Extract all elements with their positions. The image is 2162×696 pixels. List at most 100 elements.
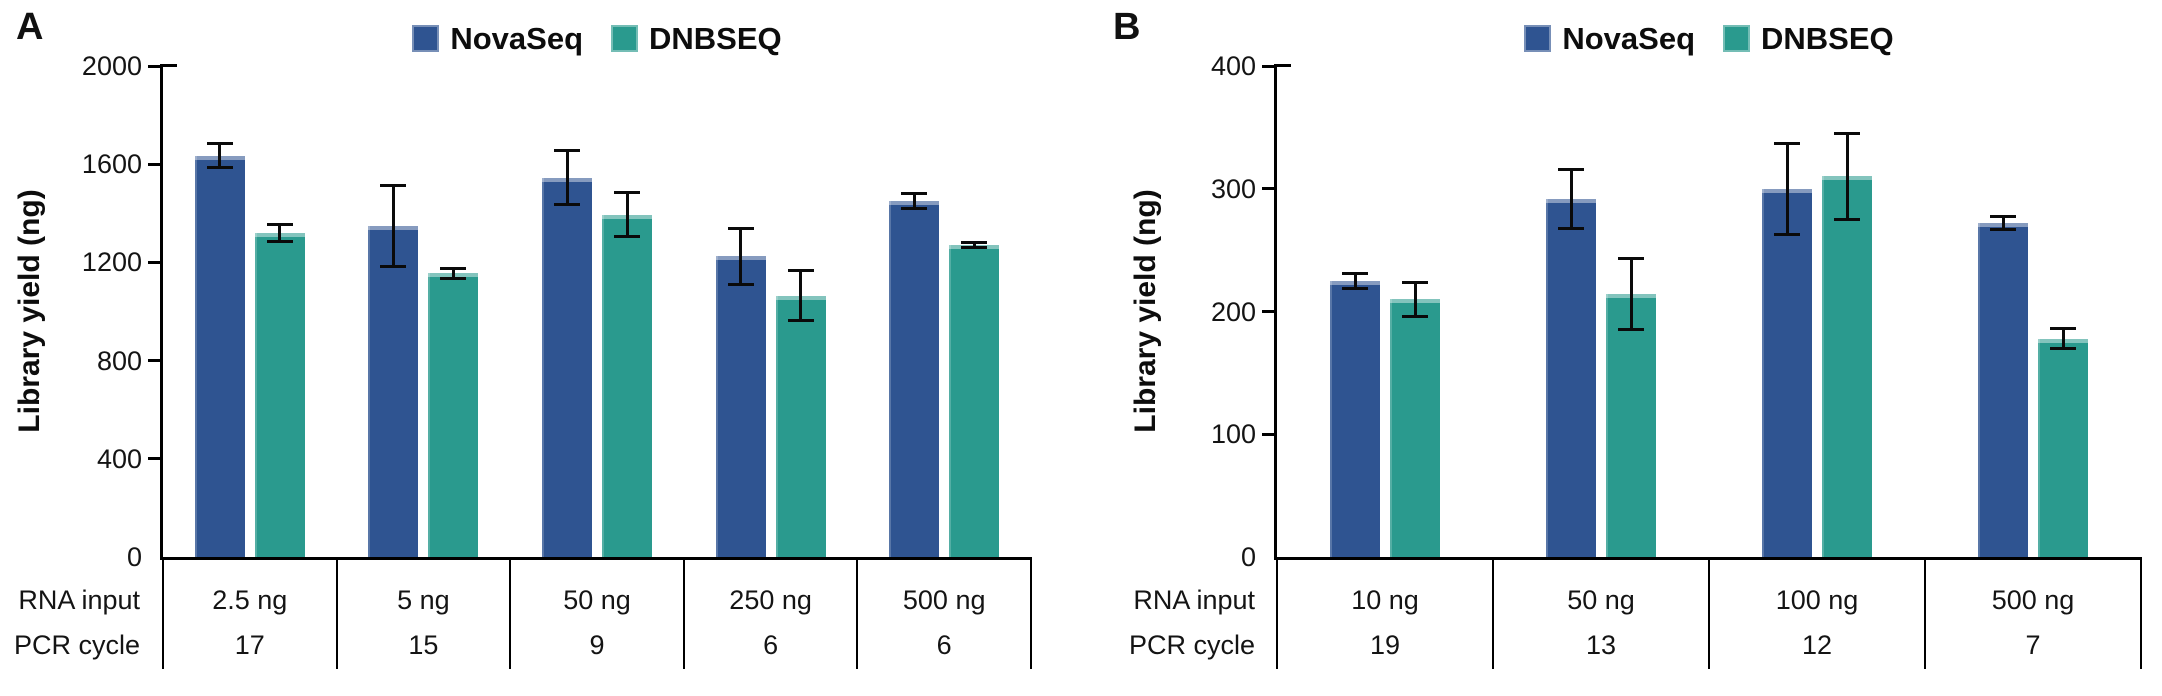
y-tick-mark — [1262, 310, 1274, 313]
error-bar-line — [2001, 216, 2005, 230]
panel-a-row-label-pcr-cycle: PCR cycle — [13, 630, 140, 660]
error-bar-cap-top — [1402, 280, 1428, 284]
y-tick-mark — [1262, 432, 1274, 436]
y-tick-label: 1600 — [81, 149, 142, 180]
error-bar-cap-top — [901, 192, 928, 196]
panel-a-y-axis-title: Library yield (ng) — [13, 189, 46, 433]
table-cell-pcr-cycle: 15 — [408, 630, 439, 660]
error-bar-line — [391, 185, 395, 267]
table-divider — [1030, 557, 1032, 669]
error-bar-line — [2061, 328, 2065, 349]
table-cell-pcr-cycle: 9 — [589, 630, 605, 660]
error-bar-cap-top — [614, 190, 640, 194]
table-divider — [1276, 557, 1278, 669]
y-tick-mark — [148, 162, 160, 166]
dnbseq-color-swatch — [1723, 24, 1751, 52]
bar-novaseq-100ng — [1762, 188, 1812, 557]
legend-item-dnbseq: DNBSEQ — [611, 23, 782, 54]
table-cell-rna-input: 50 ng — [1567, 585, 1635, 615]
panel-b-row-label-pcr-cycle: PCR cycle — [1128, 630, 1255, 660]
table-cell-rna-input: 5 ng — [397, 585, 450, 615]
bar-novaseq-50ng — [542, 177, 592, 557]
y-axis-top-cap — [1277, 64, 1291, 67]
error-bar-line — [799, 270, 803, 321]
error-bar-cap-top — [727, 226, 754, 230]
bar-dnbseq-500ng — [949, 245, 1000, 557]
error-bar-cap-top — [787, 269, 814, 273]
bar-novaseq-50ng — [1546, 198, 1596, 557]
y-axis-line — [1274, 64, 1277, 560]
table-cell-rna-input: 250 ng — [729, 585, 812, 615]
error-bar-cap-bottom — [266, 240, 293, 244]
error-bar-line — [565, 150, 569, 205]
bar-novaseq-2.5ng — [194, 155, 245, 557]
bar-dnbseq-500ng — [2038, 338, 2088, 557]
table-cell-pcr-cycle: 6 — [763, 630, 779, 660]
error-bar-cap-bottom — [614, 235, 640, 239]
error-bar-line — [1353, 273, 1357, 289]
error-bar-line — [625, 192, 629, 237]
table-cell-pcr-cycle: 6 — [936, 630, 952, 660]
table-divider — [509, 557, 512, 669]
error-bar-cap-top — [1774, 141, 1800, 145]
error-bar-line — [1629, 258, 1633, 330]
panel-a-row-label-rna-input: RNA input — [18, 585, 140, 615]
y-tick-label: 2000 — [81, 51, 142, 81]
table-cell-pcr-cycle: 12 — [1801, 630, 1833, 660]
y-tick-mark — [148, 64, 160, 68]
bar-dnbseq-50ng — [1606, 294, 1656, 557]
y-tick-label: 800 — [96, 345, 142, 376]
error-bar-cap-top — [380, 183, 407, 187]
error-bar-cap-top — [1558, 167, 1584, 171]
error-bar-line — [218, 143, 222, 168]
bar-dnbseq-100ng — [1822, 176, 1872, 557]
error-bar-cap-top — [1618, 257, 1644, 261]
x-axis-line — [160, 557, 1032, 560]
error-bar-cap-top — [961, 241, 988, 245]
table-cell-rna-input: 500 ng — [902, 585, 986, 615]
y-tick-label: 300 — [1210, 173, 1256, 204]
legend-label-dnbseq: DNBSEQ — [1761, 20, 1894, 56]
error-bar-cap-top — [2050, 327, 2076, 331]
legend-label-novaseq: NovaSeq — [1562, 20, 1696, 56]
y-tick-label: 400 — [1210, 51, 1256, 81]
table-cell-rna-input: 50 ng — [563, 585, 631, 615]
error-bar-cap-bottom — [961, 246, 988, 250]
legend-label-dnbseq: DNBSEQ — [649, 20, 782, 56]
error-bar-line — [451, 268, 455, 279]
y-tick-mark — [148, 359, 160, 363]
table-divider — [1708, 557, 1710, 669]
y-tick-mark — [1262, 187, 1274, 191]
y-tick-mark — [1262, 64, 1274, 68]
table-cell-rna-input: 500 ng — [1991, 585, 2075, 615]
bar-novaseq-500ng — [889, 201, 940, 557]
panel-b-legend: NovaSeq DNBSEQ — [1459, 20, 1959, 56]
y-tick-label: 400 — [96, 443, 142, 474]
error-bar-cap-top — [1342, 271, 1368, 275]
table-cell-pcr-cycle: 17 — [234, 630, 265, 660]
y-tick-label: 0 — [126, 542, 142, 572]
error-bar-cap-bottom — [1342, 286, 1368, 290]
bar-dnbseq-50ng — [602, 214, 652, 557]
table-divider — [162, 557, 164, 669]
error-bar-cap-bottom — [1774, 232, 1800, 236]
table-cell-rna-input: 100 ng — [1775, 585, 1859, 615]
error-bar-line — [739, 228, 743, 285]
table-divider — [1492, 557, 1494, 669]
novaseq-color-swatch — [412, 24, 440, 52]
table-cell-pcr-cycle: 19 — [1369, 630, 1401, 660]
error-bar-cap-bottom — [901, 206, 928, 210]
bar-dnbseq-10ng — [1390, 299, 1440, 557]
table-divider — [1924, 557, 1926, 669]
bar-novaseq-10ng — [1330, 280, 1380, 557]
panel-b-y-axis-title: Library yield (ng) — [1129, 189, 1162, 433]
error-bar-line — [972, 242, 976, 248]
bar-dnbseq-5ng — [428, 273, 479, 557]
error-bar-cap-bottom — [1834, 217, 1860, 221]
error-bar-cap-bottom — [440, 276, 467, 280]
error-bar-cap-top — [266, 222, 293, 226]
y-tick-label: 100 — [1210, 419, 1256, 450]
y-axis-top-cap — [163, 64, 177, 67]
error-bar-cap-bottom — [1618, 328, 1644, 332]
table-divider — [856, 557, 859, 669]
